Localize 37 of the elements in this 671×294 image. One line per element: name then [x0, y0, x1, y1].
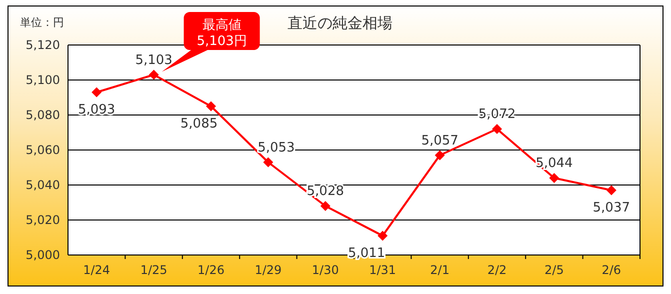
point	[148, 70, 159, 80]
x-tick-label: 2/6	[602, 263, 622, 277]
x-tick-label: 2/2	[487, 263, 507, 277]
y-tick-label: 5,020	[26, 213, 60, 227]
data-label: 5,057	[421, 133, 458, 148]
point	[378, 230, 388, 241]
point	[92, 87, 102, 98]
x-tick-label: 1/29	[254, 263, 282, 277]
data-label: 5,103	[135, 52, 172, 68]
y-tick-label: 5,100	[26, 73, 60, 87]
x-tick-label: 2/5	[544, 263, 564, 277]
point	[549, 173, 560, 183]
point	[320, 201, 330, 211]
x-tick-label: 1/30	[312, 263, 339, 277]
data-label: 5,037	[592, 200, 630, 216]
y-tick-label: 5,000	[26, 248, 60, 262]
annotation: 最高値 5,103円	[196, 17, 247, 49]
point	[263, 157, 274, 168]
y-tick-label: 5,080	[26, 108, 60, 122]
x-tick-label: 2/1	[430, 263, 450, 277]
x-tick-label: 1/25	[140, 263, 168, 277]
y-tick-label: 5,060	[26, 143, 60, 157]
data-label: 5,093	[78, 102, 116, 118]
point	[606, 185, 616, 196]
point	[492, 124, 502, 134]
chart-title: 直近の純金相場	[288, 14, 392, 32]
point	[206, 101, 216, 112]
y-axis-title: 単位：円	[20, 16, 64, 29]
x-tick-label: 1/31	[369, 263, 396, 277]
x-tick-label: 1/24	[83, 263, 110, 277]
y-tick-label: 5,120	[26, 38, 60, 52]
data-label: 5,085	[180, 116, 218, 132]
y-tick-label: 5,040	[26, 178, 60, 192]
x-tick-label: 1/26	[198, 263, 224, 277]
data-label: 5,044	[536, 156, 573, 171]
point	[434, 150, 445, 160]
data-label: 5,028	[306, 184, 344, 199]
